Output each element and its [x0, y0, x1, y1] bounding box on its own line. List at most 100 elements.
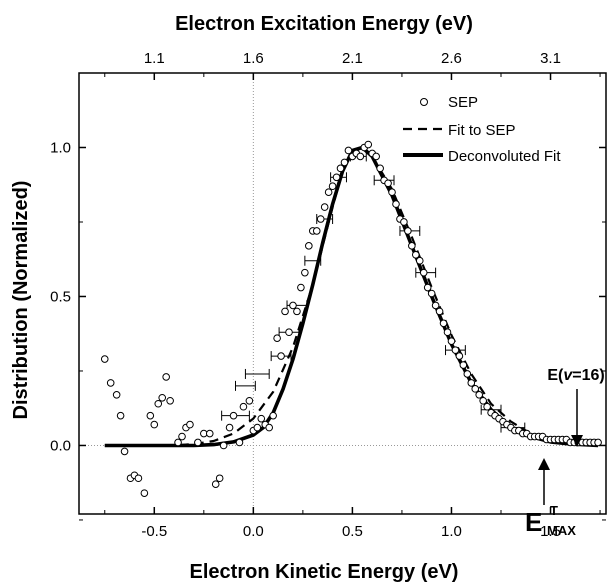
fit-to-sep-line: [104, 146, 599, 447]
sep-data-point: [285, 328, 293, 337]
sep-data-point: [245, 396, 254, 405]
sep-data-point: [253, 423, 262, 432]
sep-data-point: [106, 379, 115, 387]
x2-tick-label: 1.6: [243, 50, 264, 67]
sep-data-point: [215, 474, 224, 483]
sep-data-point: [483, 402, 491, 411]
legend-label-sep: SEP: [448, 94, 478, 111]
sep-data-point: [427, 289, 436, 298]
sep-data-point: [463, 370, 472, 378]
sep-data-point: [404, 227, 412, 235]
sep-data-point: [273, 334, 281, 342]
legend-marker-sep: [420, 98, 428, 106]
legend: SEP Fit to SEP Deconvoluted Fit: [403, 94, 561, 165]
sep-data-point: [439, 319, 448, 328]
sep-data-point: [415, 256, 424, 265]
legend-label-deconvoluted: Deconvoluted Fit: [448, 148, 561, 165]
sep-data-point: [376, 164, 384, 173]
sep-data-point: [447, 337, 456, 345]
sep-data-point: [459, 361, 468, 369]
sep-data-point: [388, 188, 396, 196]
sep-data-point: [594, 438, 602, 447]
y-tick-label: 0.0: [50, 437, 71, 454]
sep-data-point: [431, 301, 440, 310]
sep-data-point: [479, 396, 487, 405]
annotation-emax-sub: MAX: [547, 523, 576, 538]
sep-data-point: [297, 283, 305, 292]
annotation-e-v16-rest: =16): [572, 367, 604, 384]
annotation-emax-sup: T: [550, 503, 558, 518]
sep-data-point: [166, 396, 174, 405]
sep-data-point: [332, 173, 341, 182]
sep-data-point: [235, 438, 244, 447]
annotation-emax-e: E: [525, 507, 542, 537]
sep-data-point: [475, 391, 484, 399]
sep-data-point: [364, 140, 373, 149]
sep-data-point: [423, 283, 432, 292]
sep-data-point: [158, 393, 167, 402]
x-tick-label: -0.5: [141, 523, 167, 540]
x2-tick-label: 2.6: [441, 50, 462, 67]
annotation-e-v16: E(v=16): [547, 367, 605, 447]
y-tick-label: 0.5: [50, 288, 71, 305]
sep-data-point: [471, 385, 480, 393]
sep-data-point: [324, 188, 333, 196]
plot-area: [79, 73, 606, 514]
sep-data-point: [100, 355, 109, 363]
sep-data-point: [412, 250, 420, 259]
sep-data-point: [239, 402, 248, 411]
annotation-e-v16-prefix: E(: [547, 367, 564, 384]
deconvoluted-fit-line: [104, 145, 599, 448]
sep-data-point: [451, 346, 460, 354]
axes: -0.5 1.1 0.0 1.6 0.5 2.1 1.0 2.6 1.5 3.1 0.0 0.5 1.0: [50, 50, 606, 540]
y-axis-title: Distribution (Normalized): [10, 181, 32, 420]
sep-data-point: [443, 328, 452, 337]
x-tick-label: 0.5: [342, 523, 363, 540]
sep-data-point: [328, 182, 337, 191]
sep-data-point: [150, 420, 159, 429]
sep-data-point: [435, 307, 444, 316]
sep-data-point: [400, 218, 408, 226]
sep-data-point: [162, 373, 170, 381]
sep-data-point: [384, 179, 392, 188]
x-tick-label: 0.0: [243, 523, 264, 540]
sep-data-point: [312, 227, 321, 235]
sep-data-point: [356, 152, 365, 161]
sep-data-point: [455, 352, 464, 360]
sep-data-point: [408, 242, 416, 250]
sep-data-point: [344, 146, 353, 155]
sep-data-point: [265, 423, 273, 432]
sep-data-point: [419, 268, 428, 277]
annotation-e-v16-arrowhead: [571, 435, 583, 447]
x2-tick-label: 1.1: [144, 50, 165, 67]
sep-data-point: [277, 352, 285, 360]
x2-tick-label: 3.1: [540, 50, 561, 67]
svg-text:E(v=16): E(v=16): [547, 367, 604, 384]
plot-frame: [78, 72, 607, 515]
sep-data-point: [281, 307, 289, 316]
sep-data-point: [269, 411, 277, 420]
sep-data-point: [140, 489, 149, 497]
sep-data-point: [116, 411, 125, 420]
sep-data-point: [194, 438, 202, 447]
sep-data-point: [467, 379, 476, 387]
sep-data-point: [219, 441, 228, 450]
sep-data-point: [340, 158, 349, 167]
sep-data-point: [211, 480, 220, 489]
sep-data-point: [120, 447, 129, 456]
sep-data-point: [336, 164, 345, 173]
sep-data-point: [154, 399, 163, 408]
top-axis-title: Electron Excitation Energy (eV): [175, 13, 473, 35]
sep-data-point: [305, 242, 313, 250]
sep-data-point: [146, 411, 155, 420]
annotation-emax: E T MAX: [525, 458, 576, 538]
x-tick-label: 1.5: [540, 523, 561, 540]
annotation-e-v16-italic: v: [563, 367, 573, 384]
sep-data-point: [320, 203, 329, 211]
annotation-emax-arrowhead: [538, 458, 550, 470]
sep-data-point: [372, 152, 380, 161]
sep-data-point: [301, 268, 309, 277]
sep-data-point: [186, 420, 194, 429]
sep-data-point: [134, 474, 143, 483]
